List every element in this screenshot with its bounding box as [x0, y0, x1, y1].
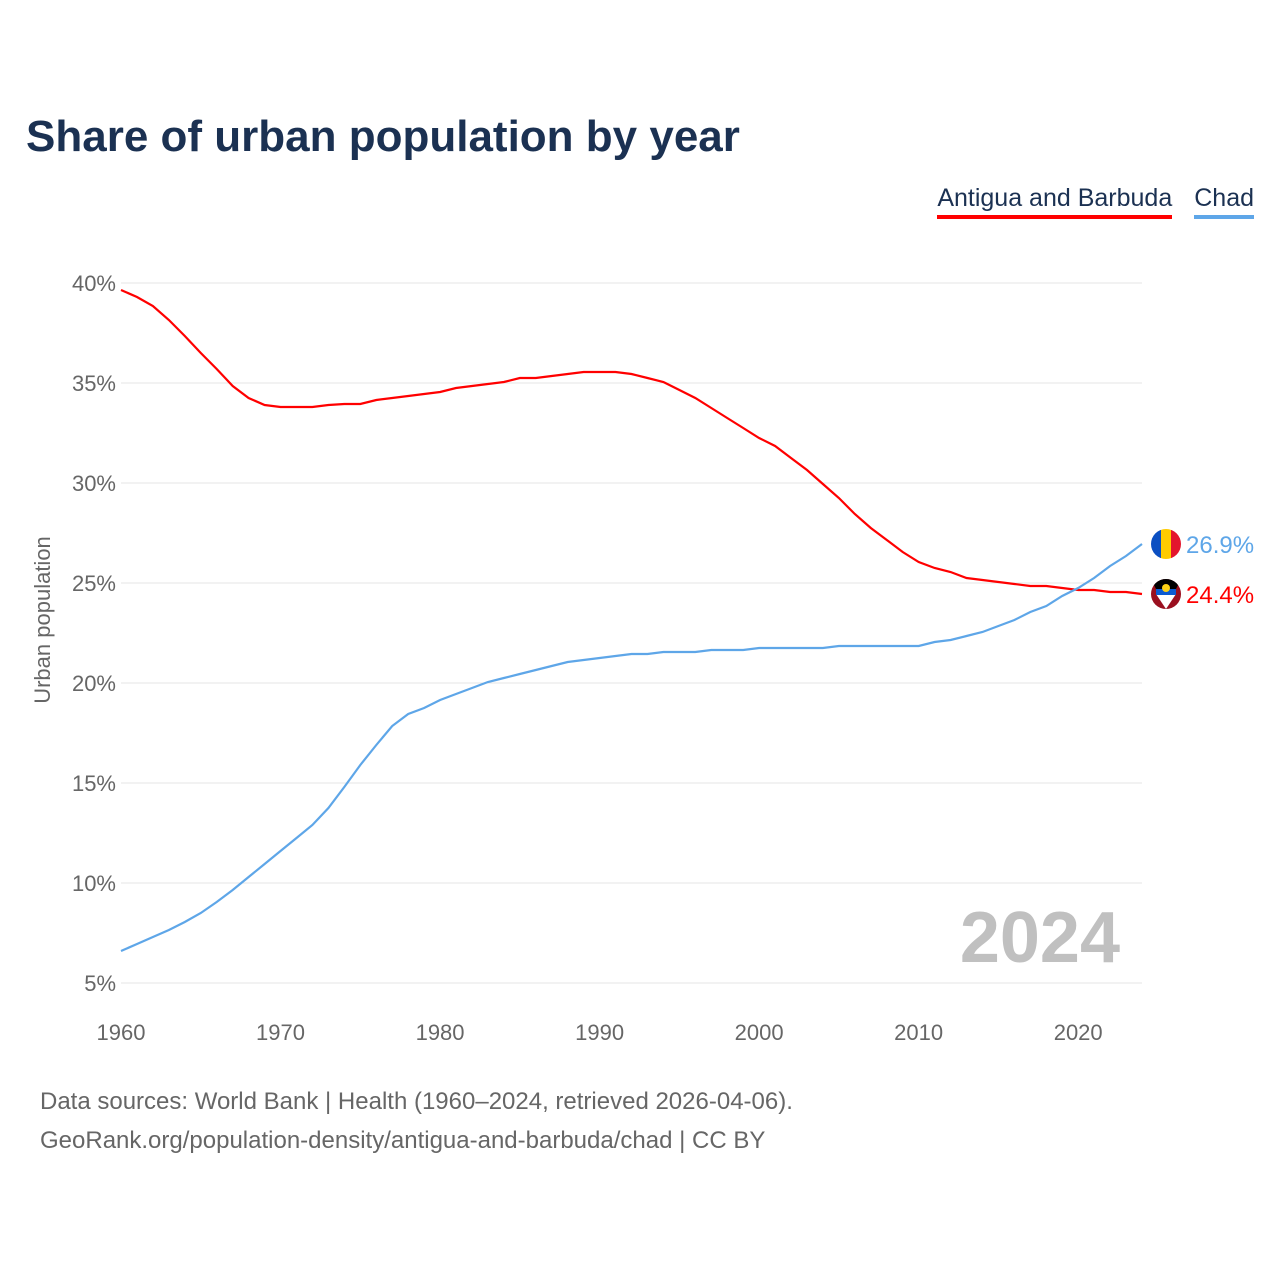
chad-flag-icon: [1151, 529, 1181, 559]
year-watermark: 2024: [960, 898, 1120, 978]
x-tick-label: 2000: [735, 1020, 784, 1045]
y-tick-label: 35%: [72, 371, 116, 396]
x-tick-label: 1970: [256, 1020, 305, 1045]
chart-title: Share of urban population by year: [26, 112, 740, 161]
series-line-0: [120, 288, 1143, 596]
y-tick-label: 10%: [72, 871, 116, 896]
legend-item-antigua[interactable]: Antigua and Barbuda: [937, 184, 1173, 219]
end-value-label: 26.9%: [1186, 532, 1254, 559]
source-text: Data sources: World Bank | Health (1960–…: [40, 1088, 793, 1115]
x-tick-label: 2020: [1054, 1020, 1103, 1045]
x-tick-label: 1960: [97, 1020, 146, 1045]
end-value-label: 24.4%: [1186, 582, 1254, 609]
y-tick-label: 25%: [72, 571, 116, 596]
y-axis-label: Urban population: [30, 536, 55, 704]
source-link[interactable]: GeoRank.org/population-density/antigua-a…: [40, 1127, 766, 1154]
antigua-and-barbuda-flag-icon: [1151, 579, 1181, 609]
x-tick-label: 1990: [575, 1020, 624, 1045]
y-tick-label: 30%: [72, 471, 116, 496]
legend: Antigua and Barbuda Chad: [937, 184, 1254, 219]
y-tick-label: 5%: [84, 971, 116, 996]
y-tick-label: 40%: [72, 271, 116, 296]
x-tick-label: 2010: [894, 1020, 943, 1045]
x-tick-label: 1980: [416, 1020, 465, 1045]
y-tick-label: 15%: [72, 771, 116, 796]
series-line-1: [120, 543, 1143, 953]
legend-item-chad[interactable]: Chad: [1194, 184, 1254, 219]
y-tick-label: 20%: [72, 671, 116, 696]
